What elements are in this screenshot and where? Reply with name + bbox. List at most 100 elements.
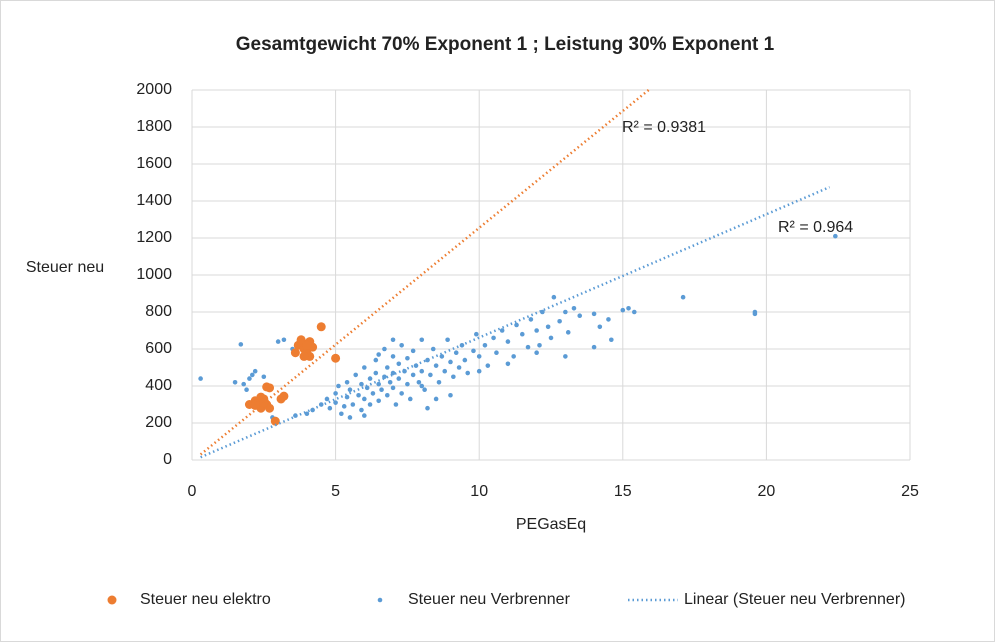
point — [362, 365, 367, 370]
point — [476, 354, 482, 359]
point — [396, 376, 402, 381]
point — [528, 317, 534, 322]
x-tick-label: 0 — [188, 483, 197, 500]
point — [557, 318, 562, 324]
point — [324, 396, 330, 402]
point — [453, 350, 459, 356]
point — [232, 380, 238, 385]
y-tick-label: 600 — [145, 340, 172, 357]
point — [540, 309, 545, 315]
point — [247, 376, 252, 381]
point — [252, 368, 258, 374]
y-tick-label: 200 — [145, 414, 172, 431]
point — [465, 370, 471, 376]
point — [591, 344, 597, 350]
point — [281, 337, 287, 343]
point — [505, 339, 511, 344]
point — [250, 372, 255, 378]
point — [577, 313, 583, 319]
point — [316, 322, 326, 332]
point — [379, 387, 384, 393]
point — [390, 385, 396, 391]
point — [362, 413, 367, 418]
point — [428, 372, 433, 378]
point — [626, 306, 631, 311]
point — [680, 294, 686, 300]
y-tick-label: 1800 — [136, 118, 172, 135]
point — [347, 415, 353, 420]
point — [416, 380, 422, 385]
point — [241, 381, 246, 387]
point — [491, 335, 496, 341]
point — [367, 376, 373, 381]
point — [393, 402, 399, 407]
y-tick-label: 400 — [145, 377, 172, 394]
point — [448, 359, 453, 365]
point — [250, 400, 260, 410]
point — [290, 348, 300, 358]
point — [359, 381, 364, 387]
point — [238, 342, 244, 347]
point — [482, 343, 488, 348]
y-tick-label: 0 — [163, 451, 172, 468]
point — [430, 346, 436, 352]
annotation: R² = 0.9381 — [622, 119, 706, 136]
point — [525, 344, 531, 350]
point — [344, 380, 350, 385]
point — [399, 391, 404, 396]
point — [279, 391, 289, 401]
point — [405, 381, 410, 387]
point — [511, 354, 516, 359]
point — [302, 340, 312, 350]
point — [356, 392, 361, 398]
x-tick-label: 25 — [901, 483, 919, 500]
legend: Steuer neu elektro Steuer neu Verbrenner L… — [107, 591, 905, 608]
x-axis-label: PEGasEq — [516, 516, 586, 533]
point — [339, 411, 344, 417]
y-tick-label: 2000 — [136, 81, 172, 98]
point — [382, 346, 387, 352]
point — [494, 350, 499, 356]
point — [548, 335, 554, 341]
point — [422, 387, 427, 393]
point — [563, 309, 568, 315]
point — [244, 387, 249, 393]
x-tick-label: 15 — [614, 483, 632, 500]
point — [551, 294, 557, 300]
point — [350, 402, 356, 407]
point — [341, 404, 347, 409]
point — [476, 368, 482, 374]
x-tick-label: 20 — [758, 483, 776, 500]
point — [436, 380, 442, 385]
point — [376, 381, 381, 387]
point — [390, 370, 396, 376]
trendline — [200, 185, 831, 459]
point — [499, 328, 505, 333]
point — [606, 317, 611, 322]
point — [439, 354, 445, 359]
point — [347, 387, 353, 393]
point — [419, 383, 425, 389]
annotation: R² = 0.964 — [778, 219, 853, 236]
point — [390, 354, 396, 359]
legend-label: Steuer neu elektro — [140, 591, 271, 608]
point — [752, 311, 758, 317]
x-tick-label: 10 — [470, 483, 488, 500]
point — [519, 331, 525, 337]
point — [327, 405, 333, 411]
point — [425, 405, 430, 411]
y-tick-label: 1000 — [136, 266, 172, 283]
point — [571, 306, 577, 311]
point — [419, 337, 425, 343]
point — [265, 403, 275, 413]
point — [362, 396, 367, 402]
point — [514, 322, 519, 328]
point — [433, 363, 439, 368]
point — [265, 383, 275, 393]
point — [545, 324, 551, 330]
point — [442, 368, 448, 374]
point — [597, 324, 603, 330]
point — [462, 357, 468, 363]
point — [534, 328, 539, 333]
y-axis-label: Steuer neu — [26, 259, 104, 276]
